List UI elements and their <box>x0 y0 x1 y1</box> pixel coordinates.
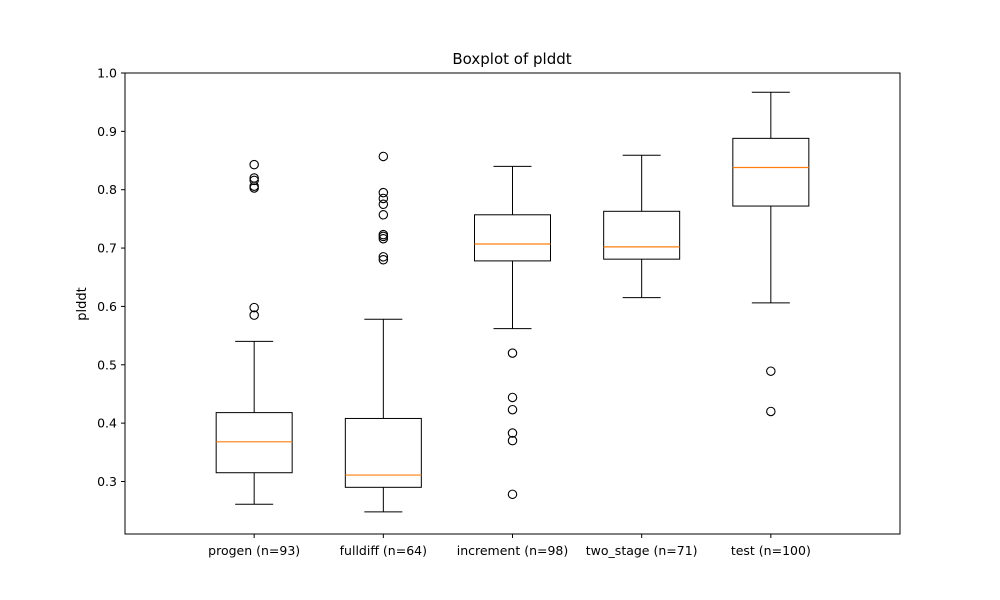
box <box>215 412 293 474</box>
plot-frame <box>124 72 901 535</box>
chart-title: Boxplot of plddt <box>452 50 571 68</box>
outlier-point <box>507 428 518 438</box>
outlier-point <box>249 302 259 313</box>
outlier-point <box>378 233 389 244</box>
outlier-point <box>378 229 389 240</box>
outlier-point <box>378 199 389 210</box>
y-tick-label: 0.4 <box>97 416 117 431</box>
y-tick-label: 0.6 <box>97 299 117 314</box>
outlier-point <box>378 254 389 265</box>
y-tick-label: 0.9 <box>97 124 117 139</box>
outlier-point <box>249 159 259 170</box>
box <box>344 417 422 488</box>
y-tick-label: 0.8 <box>97 182 117 197</box>
box <box>603 210 681 260</box>
outlier-point <box>507 392 518 403</box>
x-tick-label: two_stage (n=71) <box>586 543 698 558</box>
y-axis-label: plddt <box>75 287 90 320</box>
outlier-point <box>507 489 518 500</box>
outlier-point <box>249 310 259 320</box>
x-tick-label: test (n=100) <box>731 543 811 558</box>
outlier-point <box>766 406 776 417</box>
x-tick-label: fulldiff (n=64) <box>340 543 427 558</box>
outlier-point <box>507 404 518 415</box>
y-tick-label: 0.7 <box>97 241 117 256</box>
box <box>732 137 810 207</box>
outlier-point <box>249 175 259 186</box>
x-tick-label: increment (n=98) <box>457 543 569 558</box>
outlier-point <box>378 210 389 220</box>
y-tick-label: 0.5 <box>97 357 117 372</box>
plot-area: 0.3 0.4 0.5 0.6 0.7 0.8 0.9 1.0 progen (n=93) ful… <box>97 66 811 559</box>
outlier-point <box>249 173 259 183</box>
outlier-point <box>766 366 776 376</box>
outlier-point <box>507 348 518 358</box>
x-tick-label: progen (n=93) <box>208 543 300 558</box>
outlier-point <box>378 151 389 162</box>
outlier-point <box>378 193 389 204</box>
y-tick-label: 1.0 <box>97 66 117 81</box>
outlier-point <box>378 252 389 262</box>
y-tick-label: 0.3 <box>97 474 117 489</box>
box <box>474 214 551 262</box>
outlier-point <box>378 187 389 198</box>
outlier-point <box>507 435 518 446</box>
